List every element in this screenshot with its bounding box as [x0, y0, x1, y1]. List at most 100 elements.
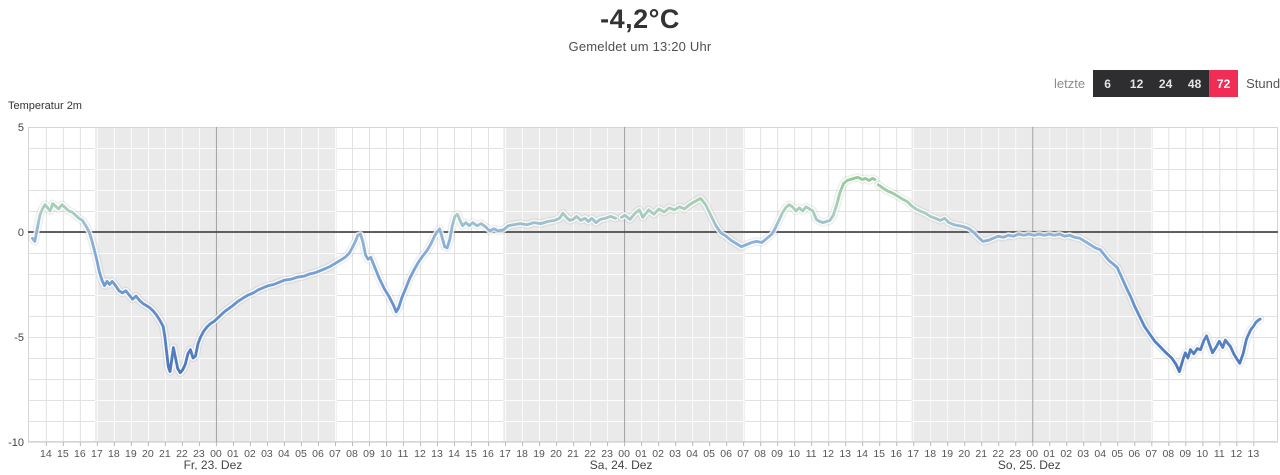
svg-text:Fr, 23. Dez: Fr, 23. Dez [184, 458, 243, 470]
svg-text:So, 25. Dez: So, 25. Dez [998, 458, 1061, 470]
svg-text:06: 06 [312, 448, 324, 460]
range-button-72[interactable]: 72 [1209, 70, 1239, 97]
svg-text:19: 19 [125, 448, 137, 460]
svg-text:02: 02 [1060, 448, 1072, 460]
svg-text:21: 21 [159, 448, 171, 460]
svg-text:18: 18 [108, 448, 120, 460]
svg-text:01: 01 [635, 448, 647, 460]
svg-text:02: 02 [652, 448, 664, 460]
x-axis-ticks [45, 442, 1255, 446]
range-buttons-group: 6 12 24 48 72 [1093, 70, 1239, 97]
svg-text:15: 15 [873, 448, 885, 460]
svg-text:17: 17 [907, 448, 919, 460]
current-temperature: -4,2°C [600, 4, 680, 34]
svg-text:03: 03 [1077, 448, 1089, 460]
svg-text:19: 19 [941, 448, 953, 460]
y-axis-labels: 5 0 -5 -10 [8, 122, 24, 449]
svg-text:04: 04 [686, 448, 698, 460]
svg-text:17: 17 [91, 448, 103, 460]
svg-text:19: 19 [533, 448, 545, 460]
x-axis-labels: 14 15 16 17 18 19 20 21 22 23 00 01 02 03 04 05 06 07 08 09… [40, 448, 1259, 460]
svg-text:20: 20 [142, 448, 154, 460]
svg-text:18: 18 [924, 448, 936, 460]
svg-text:20: 20 [958, 448, 970, 460]
svg-text:21: 21 [975, 448, 987, 460]
svg-text:06: 06 [720, 448, 732, 460]
svg-text:16: 16 [482, 448, 494, 460]
svg-text:12: 12 [1230, 448, 1242, 460]
svg-text:22: 22 [584, 448, 596, 460]
svg-text:03: 03 [669, 448, 681, 460]
range-button-6[interactable]: 6 [1093, 70, 1123, 97]
temperature-line [28, 173, 1265, 377]
svg-text:06: 06 [1128, 448, 1140, 460]
svg-text:00: 00 [618, 448, 630, 460]
svg-text:07: 07 [737, 448, 749, 460]
day-boundary-lines [215, 127, 1034, 442]
time-range-selector: letzte 6 12 24 48 72 Stunden [1054, 70, 1280, 97]
svg-text:11: 11 [1214, 448, 1225, 460]
svg-text:16: 16 [74, 448, 86, 460]
svg-text:10: 10 [380, 448, 392, 460]
svg-text:23: 23 [601, 448, 613, 460]
range-button-24[interactable]: 24 [1151, 70, 1181, 97]
svg-text:23: 23 [1009, 448, 1021, 460]
svg-text:09: 09 [1179, 448, 1191, 460]
station-header: -4,2°C Gemeldet um 13:20 Uhr [0, 4, 1280, 54]
svg-text:00: 00 [210, 448, 222, 460]
svg-text:Sa, 24. Dez: Sa, 24. Dez [590, 458, 653, 470]
svg-text:00: 00 [1026, 448, 1038, 460]
svg-text:-5: -5 [14, 332, 24, 344]
svg-text:17: 17 [499, 448, 511, 460]
svg-text:23: 23 [193, 448, 205, 460]
svg-text:08: 08 [346, 448, 358, 460]
svg-text:14: 14 [448, 448, 460, 460]
chart-title: Temperatur 2m [8, 100, 82, 112]
svg-text:05: 05 [1111, 448, 1123, 460]
range-prefix-label: letzte [1054, 76, 1086, 91]
svg-text:04: 04 [1094, 448, 1106, 460]
svg-text:01: 01 [227, 448, 239, 460]
range-button-12[interactable]: 12 [1122, 70, 1152, 97]
svg-text:05: 05 [295, 448, 307, 460]
svg-text:14: 14 [856, 448, 868, 460]
svg-text:20: 20 [550, 448, 562, 460]
day-labels: Fr, 23. Dez Sa, 24. Dez So, 25. Dez [184, 458, 1061, 472]
svg-text:08: 08 [1162, 448, 1174, 460]
svg-text:16: 16 [890, 448, 902, 460]
svg-text:0: 0 [18, 227, 24, 239]
svg-text:-10: -10 [8, 437, 24, 449]
svg-text:11: 11 [806, 448, 817, 460]
svg-text:10: 10 [788, 448, 800, 460]
svg-text:09: 09 [363, 448, 375, 460]
svg-text:08: 08 [754, 448, 766, 460]
svg-text:03: 03 [261, 448, 273, 460]
svg-text:07: 07 [1145, 448, 1157, 460]
svg-text:13: 13 [839, 448, 851, 460]
svg-text:11: 11 [398, 448, 409, 460]
report-time-text: Gemeldet um 13:20 Uhr [568, 39, 712, 54]
svg-text:10: 10 [1196, 448, 1208, 460]
range-suffix-label: Stunden [1246, 76, 1280, 91]
svg-text:02: 02 [244, 448, 256, 460]
svg-text:05: 05 [703, 448, 715, 460]
svg-text:15: 15 [57, 448, 69, 460]
svg-text:18: 18 [516, 448, 528, 460]
svg-text:22: 22 [176, 448, 188, 460]
svg-text:14: 14 [40, 448, 52, 460]
svg-text:09: 09 [771, 448, 783, 460]
svg-text:13: 13 [431, 448, 443, 460]
range-button-48[interactable]: 48 [1180, 70, 1210, 97]
svg-text:13: 13 [1247, 448, 1259, 460]
plot-border [28, 127, 1278, 442]
svg-text:12: 12 [414, 448, 426, 460]
svg-text:12: 12 [822, 448, 834, 460]
svg-text:21: 21 [567, 448, 579, 460]
svg-text:22: 22 [992, 448, 1004, 460]
svg-text:5: 5 [18, 122, 24, 134]
svg-text:01: 01 [1043, 448, 1055, 460]
svg-text:04: 04 [278, 448, 290, 460]
